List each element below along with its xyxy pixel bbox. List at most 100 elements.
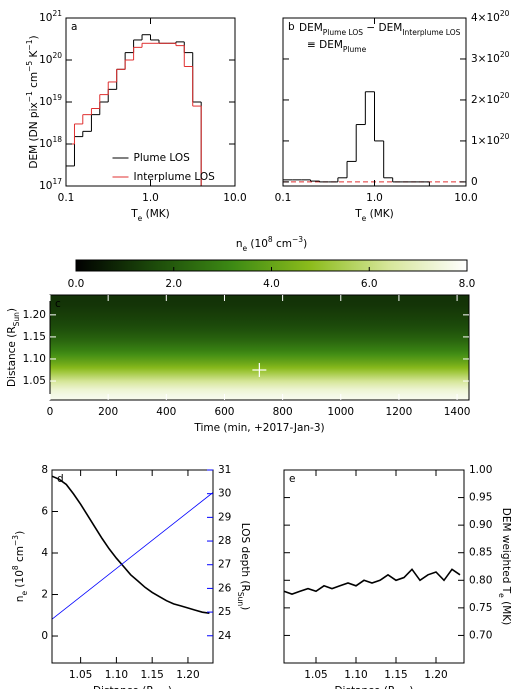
y-tick-label-part: 10 (39, 138, 52, 150)
y-tick-label: 1021 (39, 9, 62, 25)
image (50, 295, 469, 400)
x-axis-label-part: Distance (R (93, 685, 154, 689)
y-axis-label-part: e (20, 591, 29, 596)
marker (252, 363, 267, 377)
annotation: ≡ DEMPlume (307, 39, 367, 54)
y-axis-label-part: DEM (DN pix (28, 102, 40, 168)
x-tick-label: 1.15 (140, 669, 163, 681)
colorbar-label-part: e (242, 244, 247, 253)
panel-label: a (71, 21, 77, 33)
x-tick-label: 1.10 (105, 669, 128, 681)
x-axis-label-part: ) (168, 685, 172, 689)
y-tick-label-part: 18 (52, 135, 62, 144)
x-tick-label: 10.0 (454, 192, 477, 204)
x-axis-label-part: T (354, 208, 362, 220)
x-axis-label-part: e (362, 214, 367, 223)
x-tick-label: 0.1 (275, 192, 292, 204)
y-axis-label: Distance (RSun) (6, 308, 21, 387)
y2-tick-label: 24 (218, 630, 232, 642)
y-tick-label: 0.70 (469, 629, 492, 641)
y2-tick-label: 30 (218, 488, 231, 500)
y-tick-label-part: 19 (52, 93, 62, 102)
annotation-part: ≡ DEM (307, 39, 343, 51)
x-tick-label: 1.05 (69, 669, 92, 681)
annotation: DEMPlume LOS − DEMInterplume LOS (299, 22, 461, 37)
colorbar-tick-label: 8.0 (459, 278, 476, 290)
y2-axis-label-part: ) (239, 606, 251, 610)
y2-tick-label: 26 (218, 582, 232, 594)
x-tick-label: 1400 (444, 406, 471, 418)
y-tick-label: 1.05 (23, 375, 46, 387)
y-axis-label-part: 8 (11, 565, 20, 570)
x-tick-label: 0.1 (58, 192, 75, 204)
x-tick-label: 1.20 (424, 669, 447, 681)
y-axis-label-part: ) (6, 308, 18, 312)
data-line (283, 568, 461, 595)
y-tick-label-part: 10 (39, 180, 52, 192)
y2-axis-label: LOS depth (RSun) (237, 523, 252, 610)
y-tick-label-part: 10 (39, 54, 52, 66)
legend-label: Interplume LOS (134, 171, 216, 183)
y-tick-label-part: 21 (52, 9, 62, 18)
y-axis-label-part: (10 (14, 570, 26, 591)
y-tick-label-part: 20 (500, 9, 510, 18)
y-axis-label-part: (MK) (500, 598, 512, 625)
x-axis-label: Time (min, +2017-Jan-3) (193, 422, 324, 434)
y-tick-label: 1.20 (23, 309, 46, 321)
x-axis-label: Distance (RSun) (334, 685, 413, 689)
y-tick-label: 1×1020 (471, 131, 510, 147)
y-axis-label-part: −1 (25, 39, 34, 50)
x-axis-label-part: T (130, 208, 138, 220)
y-tick-label: 0 (41, 630, 48, 642)
plot-frame (283, 469, 465, 664)
y-axis-label: ne (108 cm−3) (11, 531, 29, 602)
x-axis-label-part: Distance (R (334, 685, 395, 689)
y-tick-label: 1.15 (23, 331, 46, 343)
x-axis-label-part: (MK) (366, 208, 393, 220)
x-tick-label: 400 (156, 406, 176, 418)
y-tick-label: 0.95 (469, 492, 492, 504)
x-axis-label: Te (MK) (130, 208, 170, 223)
y-tick-label-part: 20 (500, 90, 510, 99)
x-tick-label: 0 (47, 406, 54, 418)
y2-tick-label: 31 (218, 464, 231, 476)
y-tick-label-part: 17 (52, 177, 62, 186)
colorbar-label-part: 8 (268, 235, 273, 244)
data-line (51, 492, 214, 620)
data-line (51, 475, 210, 614)
y-tick-label: 0.80 (469, 574, 492, 586)
colorbar-label-part: n (236, 238, 243, 250)
colorbar-label-part: (10 (247, 238, 268, 250)
colorbar-tick-label: 4.0 (263, 278, 280, 290)
y-tick-label: 0 (471, 176, 478, 188)
y-axis-label-part: e (498, 593, 507, 598)
x-axis-label: Distance (RSun) (93, 685, 172, 689)
x-tick-label: 1000 (327, 406, 354, 418)
annotation-part: − DEM (363, 22, 402, 34)
x-tick-label: 1.05 (304, 669, 327, 681)
y-axis-label-part: cm (14, 546, 26, 565)
colorbar-label-part: −3 (292, 235, 303, 244)
y-axis-label-part: DEM weighted T (500, 508, 512, 594)
y-tick-label-part: 20 (500, 49, 510, 58)
x-tick-label: 1.20 (176, 669, 199, 681)
y-tick-label-part: 2×10 (471, 94, 500, 106)
y-axis-label-part: cm (28, 72, 40, 91)
y-tick-label: 3×1020 (471, 49, 510, 65)
y-tick-label-part: 4×10 (471, 12, 500, 24)
y-axis-label-part: K (28, 49, 40, 60)
panel-label: d (57, 473, 64, 485)
y-tick-label: 2 (41, 589, 48, 601)
y-axis-label-part: −1 (25, 91, 34, 102)
y-axis-label-part: Sun (12, 312, 21, 327)
y-tick-label-part: 3×10 (471, 53, 500, 65)
y-tick-label: 2×1020 (471, 90, 510, 106)
y-axis-label-part: n (14, 596, 26, 603)
y2-axis-label-part: Sun (237, 592, 246, 607)
y-tick-label: 1017 (39, 177, 62, 193)
colorbar-tick-label: 0.0 (68, 278, 85, 290)
x-tick-label: 1200 (386, 406, 413, 418)
x-tick-label: 1.15 (384, 669, 407, 681)
